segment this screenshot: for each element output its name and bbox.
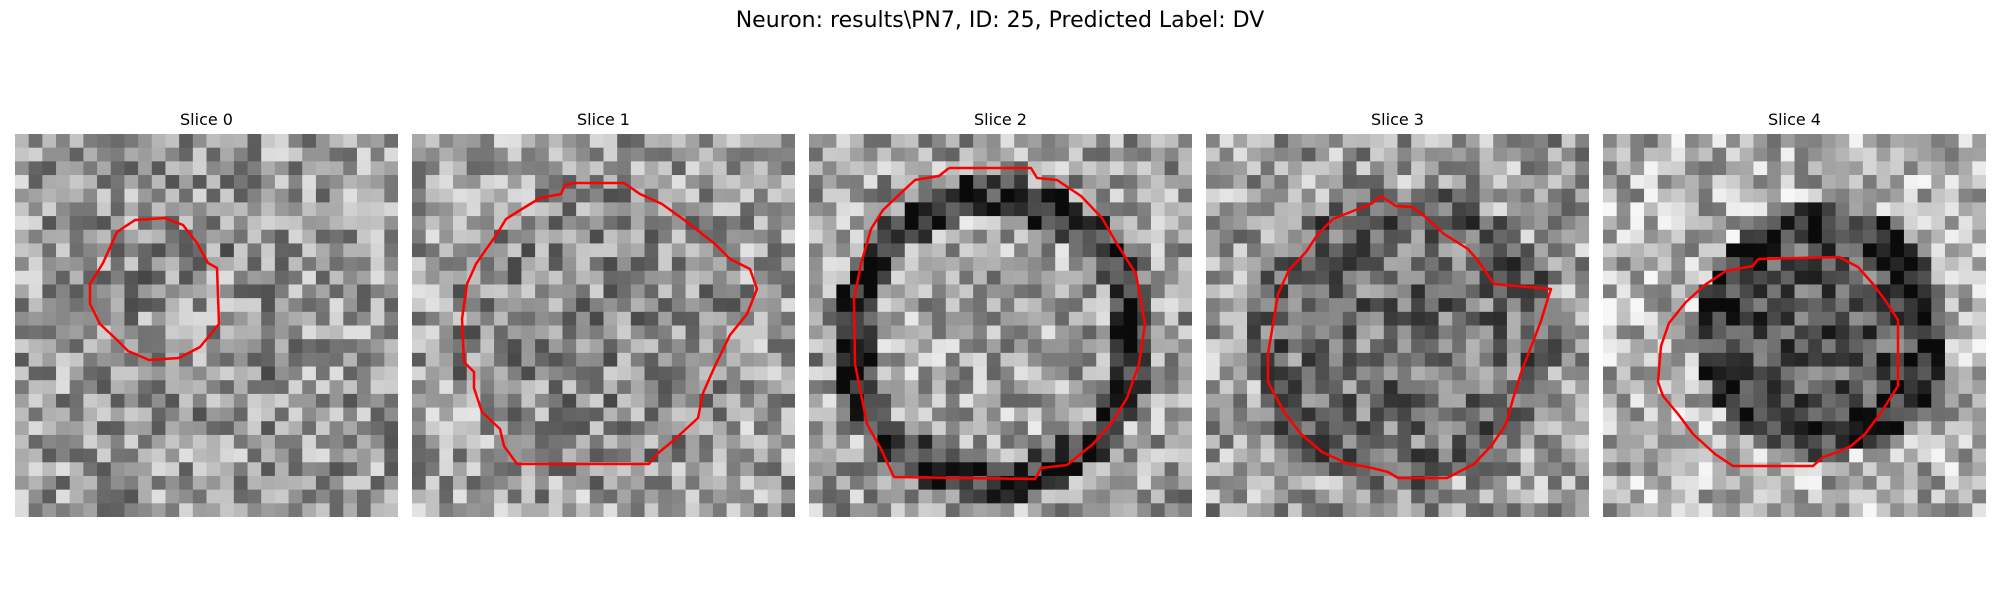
segmentation-outline [1266, 194, 1553, 480]
slice-panel-3: Slice 3 [1206, 110, 1589, 520]
slice-image-4 [1603, 134, 1986, 517]
slice-title-2: Slice 2 [974, 110, 1027, 129]
slice-image-2 [809, 134, 1192, 517]
slice-title-0: Slice 0 [180, 110, 233, 129]
segmentation-outline [1656, 255, 1900, 468]
slice-image-3 [1206, 134, 1589, 517]
slice-panel-2: Slice 2 [809, 110, 1192, 520]
slice-title-4: Slice 4 [1768, 110, 1821, 129]
segmentation-outline [460, 181, 759, 466]
segmentation-outline [88, 216, 221, 362]
segmentation-outline [852, 166, 1147, 481]
slice-image-1 [412, 134, 795, 517]
slice-panel-1: Slice 1 [412, 110, 795, 520]
slice-panel-4: Slice 4 [1603, 110, 1986, 520]
slice-title-3: Slice 3 [1371, 110, 1424, 129]
slice-image-0 [15, 134, 398, 517]
figure-title: Neuron: results\PN7, ID: 25, Predicted L… [735, 8, 1265, 33]
slice-title-1: Slice 1 [577, 110, 630, 129]
slice-panel-0: Slice 0 [15, 110, 398, 520]
